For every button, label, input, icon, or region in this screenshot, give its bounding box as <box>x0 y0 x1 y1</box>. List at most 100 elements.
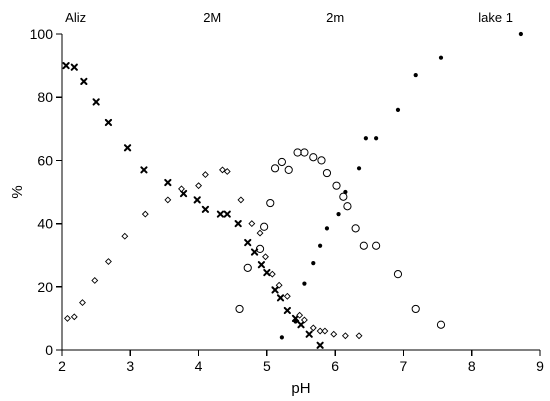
data-point-circle <box>277 157 286 167</box>
data-point-diamond <box>219 166 226 174</box>
data-point-dot <box>336 212 341 217</box>
data-point-cross <box>216 210 225 218</box>
data-point-cross <box>316 341 324 349</box>
data-point-dot <box>356 166 362 171</box>
data-point-diamond <box>309 324 317 332</box>
data-point-diamond <box>283 292 291 300</box>
data-point-diamond <box>195 182 203 190</box>
data-point-dot <box>518 31 523 37</box>
data-point-circle <box>284 165 293 174</box>
data-point-dot <box>324 226 330 231</box>
data-point-circle <box>266 198 275 208</box>
data-point-circle <box>393 270 403 279</box>
data-point-dot <box>279 335 284 340</box>
series-label: lake 1 <box>478 10 513 25</box>
data-point-dot <box>438 55 444 60</box>
series-label: Aliz <box>65 10 86 25</box>
data-point-circle <box>270 164 280 173</box>
data-point-diamond <box>141 210 149 218</box>
data-point-diamond <box>79 299 86 307</box>
data-point-circle <box>359 241 368 250</box>
x-tick-label: 7 <box>400 358 408 374</box>
data-point-dot <box>363 136 368 141</box>
data-point-diamond <box>201 171 209 179</box>
y-axis-label: % <box>9 185 26 198</box>
data-point-circle <box>411 304 420 314</box>
data-point-diamond <box>341 332 349 340</box>
x-tick-label: 2 <box>58 358 66 374</box>
data-point-diamond <box>296 311 304 319</box>
series-label: 2m <box>326 10 344 25</box>
data-point-circle <box>339 192 348 201</box>
y-tick-label: 0 <box>45 342 53 358</box>
data-point-circle <box>322 168 332 178</box>
data-point-diamond <box>268 270 276 278</box>
x-ticks: 2 3 4 5 6 7 8 9 <box>58 350 544 374</box>
data-point-cross <box>201 205 209 213</box>
data-point-diamond <box>64 314 71 322</box>
x-tick-label: 5 <box>263 358 271 374</box>
series-labels: Aliz 2M 2m lake 1 <box>65 10 513 25</box>
data-point-cross <box>276 294 285 302</box>
data-point-diamond <box>248 220 256 228</box>
data-point-diamond <box>256 229 264 237</box>
data-point-cross <box>263 268 271 277</box>
axes <box>61 34 540 351</box>
data-point-diamond <box>104 258 112 265</box>
data-point-dot <box>311 261 316 266</box>
data-point-cross <box>92 98 100 106</box>
data-point-diamond <box>70 313 78 321</box>
data-point-diamond <box>91 277 99 284</box>
data-point-diamond <box>316 327 324 335</box>
data-point-circle <box>293 148 302 157</box>
y-tick-label: 100 <box>30 26 54 42</box>
data-point-diamond <box>237 196 245 204</box>
data-point-cross <box>70 63 78 71</box>
data-point-cross <box>291 314 300 322</box>
data-point-dot <box>293 319 298 324</box>
x-tick-label: 8 <box>468 358 476 374</box>
data-point-cross <box>80 77 88 85</box>
data-point-dot <box>374 136 379 141</box>
data-point-cross <box>123 144 132 152</box>
data-point-diamond <box>223 168 231 175</box>
data-points <box>62 31 523 349</box>
data-point-circle <box>351 224 360 233</box>
data-point-cross <box>305 330 313 338</box>
data-point-circle <box>309 153 318 162</box>
data-point-circle <box>436 320 446 329</box>
data-point-circle <box>255 244 265 253</box>
y-tick-label: 80 <box>37 89 53 105</box>
data-point-diamond <box>355 332 363 340</box>
data-point-diamond <box>164 196 172 204</box>
data-point-circle <box>372 241 381 250</box>
x-tick-label: 9 <box>536 358 544 374</box>
x-tick-label: 4 <box>195 358 203 374</box>
data-point-circle <box>243 263 252 272</box>
data-point-cross <box>244 238 252 247</box>
data-point-diamond <box>300 316 308 324</box>
data-point-cross <box>234 220 242 228</box>
data-point-cross <box>140 166 148 174</box>
y-tick-label: 20 <box>37 279 53 295</box>
data-point-cross <box>164 178 172 187</box>
data-point-dot <box>395 107 401 112</box>
data-point-circle <box>260 222 269 231</box>
data-point-cross <box>257 261 265 269</box>
data-point-dot <box>302 281 307 286</box>
y-tick-label: 60 <box>37 152 53 168</box>
data-point-cross <box>271 286 279 294</box>
data-point-circle <box>332 181 341 190</box>
data-point-cross <box>223 210 231 218</box>
data-point-circle <box>235 304 244 314</box>
data-point-diamond <box>178 185 185 193</box>
y-tick-label: 40 <box>37 216 53 232</box>
data-point-dot <box>318 243 323 248</box>
x-axis-label: pH <box>291 380 310 397</box>
y-ticks: 0 20 40 60 80 100 <box>30 26 62 358</box>
data-point-circle <box>343 202 352 211</box>
data-point-diamond <box>121 232 129 240</box>
data-point-diamond <box>262 253 269 261</box>
